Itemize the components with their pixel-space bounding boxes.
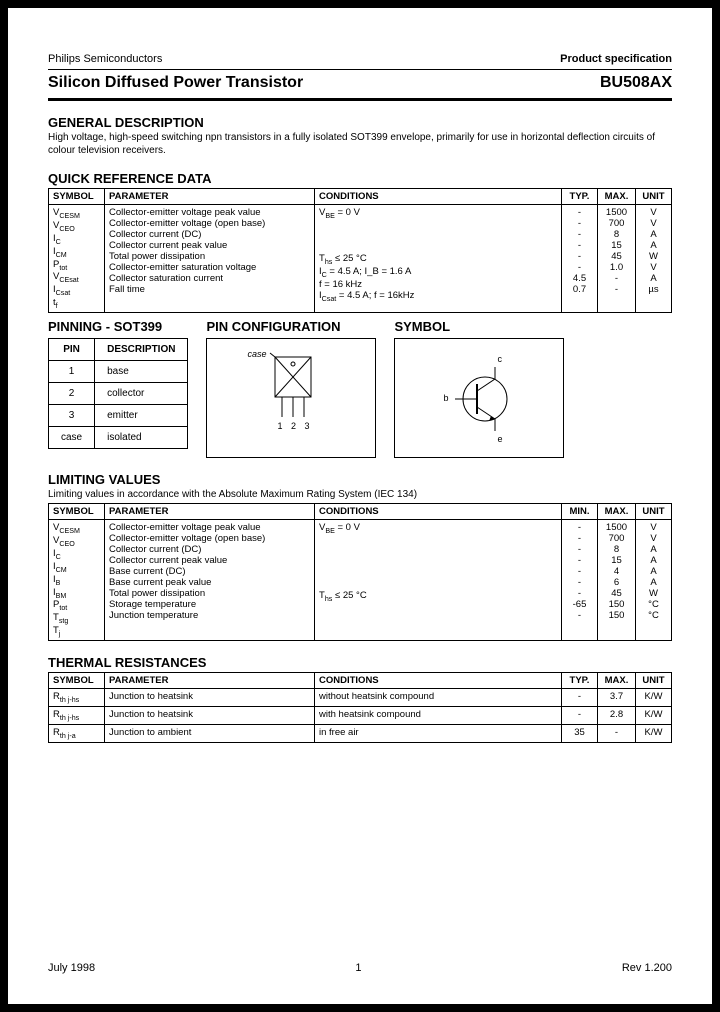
table-row: 2collector (49, 383, 188, 405)
section-pinconfig: PIN CONFIGURATION (206, 319, 376, 334)
section-limiting: LIMITING VALUES (48, 472, 672, 487)
section-symbol: SYMBOL (394, 319, 564, 334)
pinconfig-col: PIN CONFIGURATION case 1 2 3 (206, 319, 376, 458)
terminal-c: c (497, 354, 502, 364)
th-desc: DESCRIPTION (95, 339, 188, 361)
title-row: Silicon Diffused Power Transistor BU508A… (48, 74, 672, 92)
thermal-table: SYMBOL PARAMETER CONDITIONS TYP. MAX. UN… (48, 672, 672, 743)
doc-type: Product specification (560, 53, 672, 65)
table-row: caseisolated (49, 427, 188, 449)
th-symbol: SYMBOL (49, 504, 105, 520)
th-min: MIN. (562, 504, 598, 520)
th-conditions: CONDITIONS (315, 189, 562, 205)
th-unit: UNIT (636, 189, 672, 205)
th-symbol: SYMBOL (49, 673, 105, 689)
quickref-table: SYMBOL PARAMETER CONDITIONS TYP. MAX. UN… (48, 188, 672, 313)
footer-rev: Rev 1.200 (622, 962, 672, 974)
section-thermal: THERMAL RESISTANCES (48, 655, 672, 670)
th-parameter: PARAMETER (105, 673, 315, 689)
terminal-b: b (443, 393, 448, 403)
footer-page: 1 (355, 962, 361, 974)
pinconfig-diagram: case 1 2 3 (206, 338, 376, 458)
section-quickref: QUICK REFERENCE DATA (48, 171, 672, 186)
package-icon (207, 339, 377, 459)
section-general: GENERAL DESCRIPTION (48, 115, 672, 130)
divider-thick (48, 98, 672, 101)
part-number: BU508AX (600, 74, 672, 92)
th-conditions: CONDITIONS (315, 504, 562, 520)
table-row: VCESMVCEOICICMIBIBMPtotTstgTjCollector-e… (49, 520, 672, 641)
th-max: MAX. (598, 189, 636, 205)
section-pinning: PINNING - SOT399 (48, 319, 188, 334)
th-max: MAX. (598, 673, 636, 689)
table-row: VCESMVCEOICICMPtotVCEsatICsattfCollector… (49, 205, 672, 313)
footer-date: July 1998 (48, 962, 95, 974)
symbol-col: SYMBOL c b e (394, 319, 564, 458)
pinning-table: PIN DESCRIPTION 1base2collector3emitterc… (48, 338, 188, 449)
th-conditions: CONDITIONS (315, 673, 562, 689)
pin-numbers: 1 2 3 (277, 421, 312, 431)
transistor-icon (395, 339, 565, 459)
company-name: Philips Semiconductors (48, 53, 162, 65)
th-typ: TYP. (562, 189, 598, 205)
product-title: Silicon Diffused Power Transistor (48, 74, 303, 92)
terminal-e: e (497, 434, 502, 444)
table-row: Rth j-hsJunction to heatsinkwith heatsin… (49, 707, 672, 725)
th-typ: TYP. (562, 673, 598, 689)
th-parameter: PARAMETER (105, 189, 315, 205)
limiting-table: SYMBOL PARAMETER CONDITIONS MIN. MAX. UN… (48, 503, 672, 641)
pinning-col: PINNING - SOT399 PIN DESCRIPTION 1base2c… (48, 319, 188, 449)
th-parameter: PARAMETER (105, 504, 315, 520)
limiting-note: Limiting values in accordance with the A… (48, 489, 672, 500)
table-row: Rth j-hsJunction to heatsinkwithout heat… (49, 689, 672, 707)
th-unit: UNIT (636, 504, 672, 520)
divider-thin-top (48, 69, 672, 70)
th-max: MAX. (598, 504, 636, 520)
datasheet-page: Philips Semiconductors Product specifica… (8, 8, 712, 1004)
th-unit: UNIT (636, 673, 672, 689)
table-row: Rth j-aJunction to ambientin free air35-… (49, 724, 672, 742)
symbol-diagram: c b e (394, 338, 564, 458)
table-row: 1base (49, 361, 188, 383)
page-footer: July 1998 1 Rev 1.200 (48, 962, 672, 974)
general-description-text: High voltage, high-speed switching npn t… (48, 132, 672, 157)
pinning-row: PINNING - SOT399 PIN DESCRIPTION 1base2c… (48, 319, 672, 458)
th-pin: PIN (49, 339, 95, 361)
header-row: Philips Semiconductors Product specifica… (48, 53, 672, 65)
th-symbol: SYMBOL (49, 189, 105, 205)
table-row: 3emitter (49, 405, 188, 427)
